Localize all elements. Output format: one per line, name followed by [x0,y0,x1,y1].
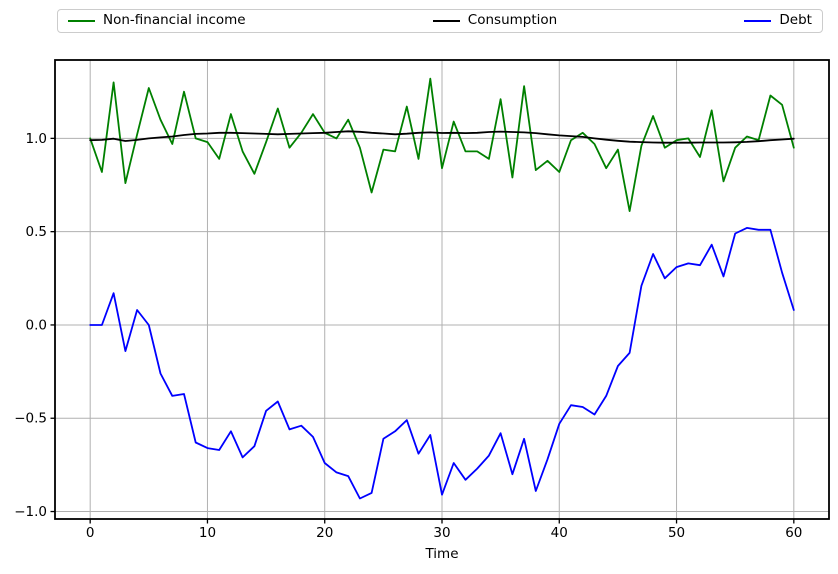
legend: Non-financial income Consumption Debt [57,9,823,33]
x-tick-label: 50 [668,525,685,541]
series-line-consumption [89,130,795,144]
x-tick-label: 0 [86,525,95,541]
legend-item-consumption: Consumption [432,12,558,29]
x-tick-label: 30 [433,525,450,541]
series-lines [89,77,795,500]
legend-label-consumption: Consumption [467,12,558,29]
x-tick-label: 20 [316,525,333,541]
y-tick-label: −1.0 [14,504,47,520]
x-tick-label: 10 [199,525,216,541]
legend-item-debt: Debt [744,14,812,28]
axis-ticks: 0 10 20 30 40 50 60 1.0 0.5 0.0 −0.5 −1.0 [14,131,802,541]
legend-label-non-financial-income: Non-financial income [103,12,246,29]
x-tick-label: 40 [551,525,568,541]
x-axis-title: Time [424,546,458,562]
y-tick-label: 0.5 [26,224,47,240]
series-line-non-financial-income [89,77,795,213]
legend-line-swatch-green [68,20,95,22]
series-line-debt [89,226,795,500]
legend-item-non-financial-income: Non-financial income [68,14,246,28]
legend-line-swatch-blue [744,20,772,22]
x-tick-label: 60 [785,525,802,541]
legend-label-debt: Debt [779,12,812,29]
legend-line-swatch-black [432,20,460,22]
y-tick-label: 0.0 [26,317,47,333]
y-tick-label: 1.0 [26,131,47,147]
y-tick-label: −0.5 [14,411,47,427]
gridlines [55,60,829,519]
